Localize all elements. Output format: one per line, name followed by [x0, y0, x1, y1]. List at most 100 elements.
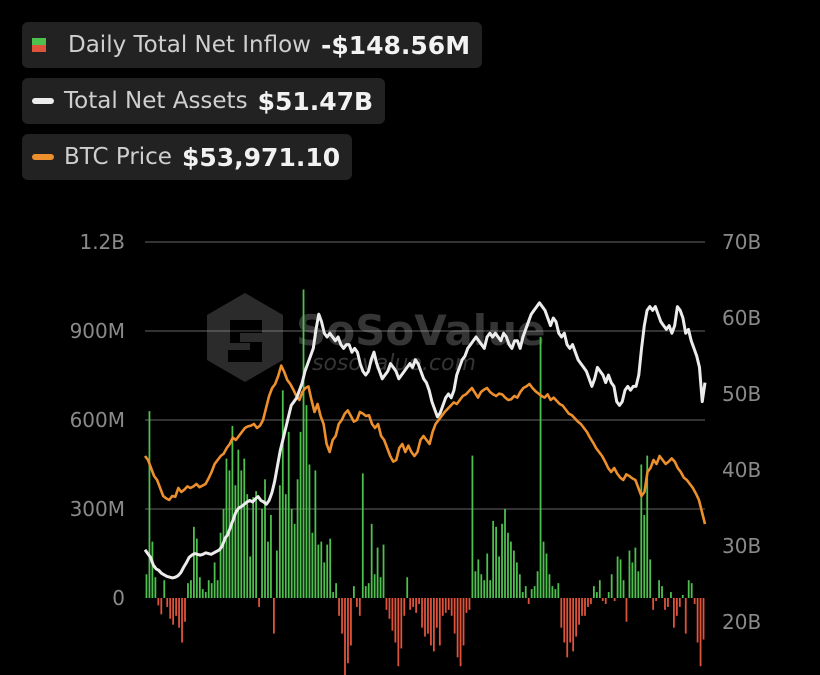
inflow-bar	[255, 491, 257, 598]
inflow-bar	[187, 583, 189, 598]
inflow-bar	[510, 541, 512, 598]
inflow-bar	[560, 598, 563, 628]
inflow-bar	[290, 509, 293, 598]
inflow-bar	[696, 598, 699, 643]
inflow-bar	[628, 550, 631, 598]
inflow-bar	[593, 586, 595, 598]
inflow-bar	[335, 583, 337, 598]
left-axis: 1.2B 900M 600M 300M 0	[70, 230, 125, 610]
inflow-bar	[684, 598, 687, 634]
inflow-bar	[536, 571, 539, 598]
inflow-bar	[690, 583, 693, 598]
inflow-bar	[249, 556, 252, 598]
legend-assets[interactable]: Total Net Assets $51.47B	[22, 78, 386, 124]
inflow-bar	[667, 598, 669, 607]
inflow-bar	[284, 494, 287, 598]
inflow-bar	[258, 598, 260, 607]
inflow-bar	[521, 592, 524, 598]
inflow-bar	[581, 598, 583, 616]
inflow-bar	[308, 464, 311, 598]
inflow-bar	[415, 598, 417, 613]
inflow-bar	[433, 598, 435, 652]
inflow-bar	[675, 598, 678, 616]
sosovalue-logo-icon	[207, 293, 283, 382]
inflow-label: Daily Total Net Inflow	[68, 32, 311, 58]
inflow-bar	[507, 532, 509, 598]
inflow-bar	[435, 598, 438, 628]
inflow-bar	[400, 598, 403, 649]
inflow-bar	[441, 598, 444, 616]
inflow-bar	[687, 580, 690, 598]
inflow-bar	[388, 598, 391, 619]
inflow-bar	[462, 598, 465, 646]
inflow-bar	[409, 598, 412, 610]
inflow-bar	[595, 592, 598, 598]
inflow-bar	[175, 598, 177, 616]
inflow-bar	[355, 598, 358, 607]
inflow-bar	[154, 577, 157, 598]
inflow-bar	[222, 509, 225, 598]
inflow-bar	[198, 577, 201, 598]
inflow-bar	[240, 470, 243, 598]
inflow-bar	[566, 598, 569, 658]
inflow-bar	[207, 580, 210, 598]
inflow-bar	[172, 598, 175, 625]
inflow-bar	[204, 592, 207, 598]
legend-btc[interactable]: BTC Price $53,971.10	[22, 134, 353, 180]
inflow-bar	[278, 485, 281, 598]
left-tick-label: 1.2B	[79, 230, 125, 254]
watermark-url: sosovalue.com	[312, 351, 476, 376]
inflow-bar	[341, 598, 343, 634]
inflow-bar	[358, 598, 361, 616]
series-lines	[143, 301, 707, 580]
inflow-bar	[181, 598, 183, 643]
left-tick-label: 0	[112, 586, 125, 610]
inflow-bar	[557, 583, 560, 598]
inflow-bar	[246, 494, 249, 598]
inflow-bar	[456, 598, 459, 658]
inflow-bar	[673, 598, 675, 628]
inflow-bar	[625, 598, 628, 622]
inflow-bar	[652, 598, 655, 610]
inflow-bar	[438, 598, 441, 646]
inflow-bar	[305, 405, 308, 598]
right-tick-label: 70B	[722, 230, 761, 254]
inflow-bar	[430, 598, 432, 646]
assets-label: Total Net Assets	[64, 88, 248, 114]
inflow-bar	[548, 574, 551, 598]
inflow-bar	[501, 523, 503, 598]
inflow-bar	[693, 598, 696, 604]
right-axis: 70B 60B 50B 40B 30B 20B	[722, 230, 761, 634]
inflow-bar	[584, 598, 586, 616]
inflow-value: -$148.56M	[320, 30, 471, 60]
inflow-bar	[640, 464, 643, 598]
inflow-bar	[572, 598, 575, 652]
inflow-bar	[468, 598, 471, 610]
inflow-bar	[495, 526, 497, 598]
inflow-bar	[311, 532, 314, 598]
inflow-bar	[646, 455, 649, 598]
inflow-bar	[385, 598, 388, 610]
inflow-bar	[213, 562, 216, 598]
inflow-bar	[347, 598, 349, 664]
inflow-bar	[524, 586, 527, 598]
inflow-bar	[412, 598, 415, 607]
inflow-bar	[397, 598, 400, 667]
inflow-bar	[613, 598, 616, 601]
inflow-bar	[160, 598, 163, 615]
inflow-bar	[382, 544, 385, 598]
inflow-bar	[243, 458, 246, 598]
inflow-bar	[332, 592, 335, 598]
inflow-bar	[237, 449, 240, 598]
inflow-bar	[394, 598, 397, 643]
inflow-bar	[273, 598, 275, 634]
inflow-bar	[542, 541, 545, 598]
inflow-bar	[604, 598, 607, 604]
inflow-bar	[681, 595, 684, 598]
inflow-bar	[329, 538, 332, 598]
total-net-assets-line	[143, 301, 707, 580]
inflow-bar	[281, 390, 284, 598]
inflow-bar	[607, 592, 610, 598]
legend-inflow[interactable]: Daily Total Net Inflow -$148.56M	[22, 22, 483, 68]
